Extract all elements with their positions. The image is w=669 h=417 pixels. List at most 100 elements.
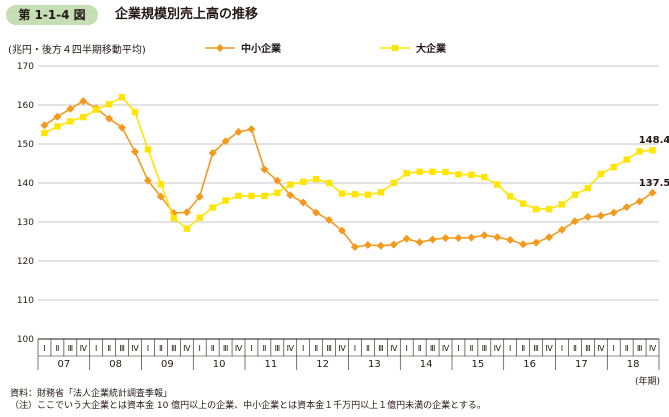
end-value-label: 137.5 [639, 178, 669, 189]
data-point-sme [402, 234, 411, 243]
data-point-large [300, 178, 307, 186]
x-axis-title: (年期) [635, 375, 660, 387]
data-point-large [623, 156, 630, 163]
data-point-large [131, 108, 139, 116]
year-label: 07 [58, 359, 71, 370]
quarter-label: Ⅰ [43, 344, 45, 353]
quarter-label: Ⅱ [366, 344, 370, 353]
data-point-sme [143, 176, 152, 185]
data-point-large [468, 171, 475, 179]
year-label: 16 [523, 359, 536, 370]
quarter-label: Ⅲ [275, 344, 281, 353]
data-point-sme [648, 188, 657, 197]
quarter-label: Ⅱ [211, 344, 215, 353]
data-point-large [494, 181, 501, 188]
quarter-label: Ⅰ [613, 344, 615, 353]
data-point-sme [325, 216, 334, 225]
data-point-large [261, 192, 268, 200]
y-axis-unit-label: (兆円・後方４四半期移動平均) [8, 45, 146, 56]
data-point-sme [532, 238, 541, 247]
quarter-label: Ⅱ [159, 344, 163, 353]
data-point-large [455, 171, 462, 178]
quarter-label: Ⅲ [326, 344, 332, 353]
series-line [44, 96, 653, 230]
quarter-label: Ⅱ [418, 344, 422, 353]
year-label: 13 [368, 359, 381, 370]
y-tick-label: 140 [17, 179, 34, 189]
data-point-large [442, 168, 449, 176]
data-point-large [584, 184, 592, 192]
data-point-sme [350, 242, 359, 251]
data-point-sme [363, 241, 372, 250]
y-tick-label: 170 [17, 62, 34, 72]
quarter-label: Ⅲ [223, 344, 229, 353]
quarter-label: Ⅰ [199, 344, 201, 353]
data-point-sme [596, 211, 605, 220]
data-point-large [571, 191, 579, 198]
data-point-sme [583, 212, 592, 221]
data-point-large [636, 148, 643, 155]
source-note: 資料：財務省「法人企業統計調査季報」 [10, 389, 173, 399]
data-point-large [338, 190, 346, 197]
quarter-label: Ⅲ [119, 344, 125, 353]
data-point-sme [273, 176, 282, 185]
data-point-large [325, 179, 333, 187]
year-label: 14 [420, 359, 433, 370]
quarter-label: Ⅳ [597, 344, 605, 353]
data-point-sme [131, 147, 140, 156]
data-point-large [507, 193, 514, 200]
data-point-large [429, 168, 436, 175]
data-point-large [364, 191, 372, 198]
data-point-sme [635, 197, 644, 206]
quarter-label: Ⅳ [545, 344, 553, 353]
quarter-label: Ⅲ [430, 344, 436, 353]
quarter-label: Ⅱ [521, 344, 525, 353]
year-label: 17 [575, 359, 588, 370]
quarter-label: Ⅰ [406, 344, 408, 353]
data-point-large [54, 123, 61, 130]
data-point-sme [622, 203, 631, 212]
quarter-label: Ⅳ [80, 344, 88, 353]
quarter-label: Ⅰ [250, 344, 252, 353]
data-point-large [312, 175, 320, 183]
quarter-label: Ⅳ [338, 344, 346, 353]
data-point-sme [506, 235, 515, 244]
legend-marker-large [391, 44, 399, 52]
quarter-label: Ⅱ [55, 344, 59, 353]
data-point-sme [376, 241, 385, 250]
year-label: 12 [316, 359, 329, 370]
year-label: 18 [627, 359, 640, 370]
quarter-label: Ⅳ [131, 344, 139, 353]
data-point-large [157, 180, 165, 188]
end-value-label: 148.4 [639, 135, 669, 146]
quarter-label: Ⅲ [637, 344, 643, 353]
data-point-sme [66, 104, 75, 113]
data-point-large [67, 118, 74, 125]
legend-label: 大企業 [416, 42, 447, 55]
data-point-sme [441, 233, 450, 242]
data-point-sme [389, 240, 398, 249]
quarter-label: Ⅱ [625, 344, 629, 353]
data-point-sme [609, 208, 618, 217]
data-point-sme [415, 238, 424, 247]
y-tick-label: 100 [17, 335, 34, 345]
data-point-large [118, 94, 126, 101]
data-point-large [209, 204, 216, 211]
data-point-large [144, 146, 152, 153]
quarter-label: Ⅱ [573, 344, 577, 353]
y-tick-label: 150 [17, 140, 34, 150]
data-point-sme [53, 112, 62, 121]
data-point-sme [118, 123, 127, 132]
quarter-label: Ⅲ [378, 344, 384, 353]
data-point-sme [454, 233, 463, 242]
data-point-sme [40, 121, 49, 130]
quarter-label: Ⅳ [235, 344, 243, 353]
quarter-label: Ⅰ [147, 344, 149, 353]
data-point-large [377, 189, 385, 196]
series-line [44, 100, 653, 248]
quarter-label: Ⅰ [509, 344, 511, 353]
quarter-label: Ⅱ [262, 344, 266, 353]
quarter-label: Ⅲ [171, 344, 177, 353]
data-point-sme [182, 208, 191, 217]
year-label: 08 [109, 359, 122, 370]
